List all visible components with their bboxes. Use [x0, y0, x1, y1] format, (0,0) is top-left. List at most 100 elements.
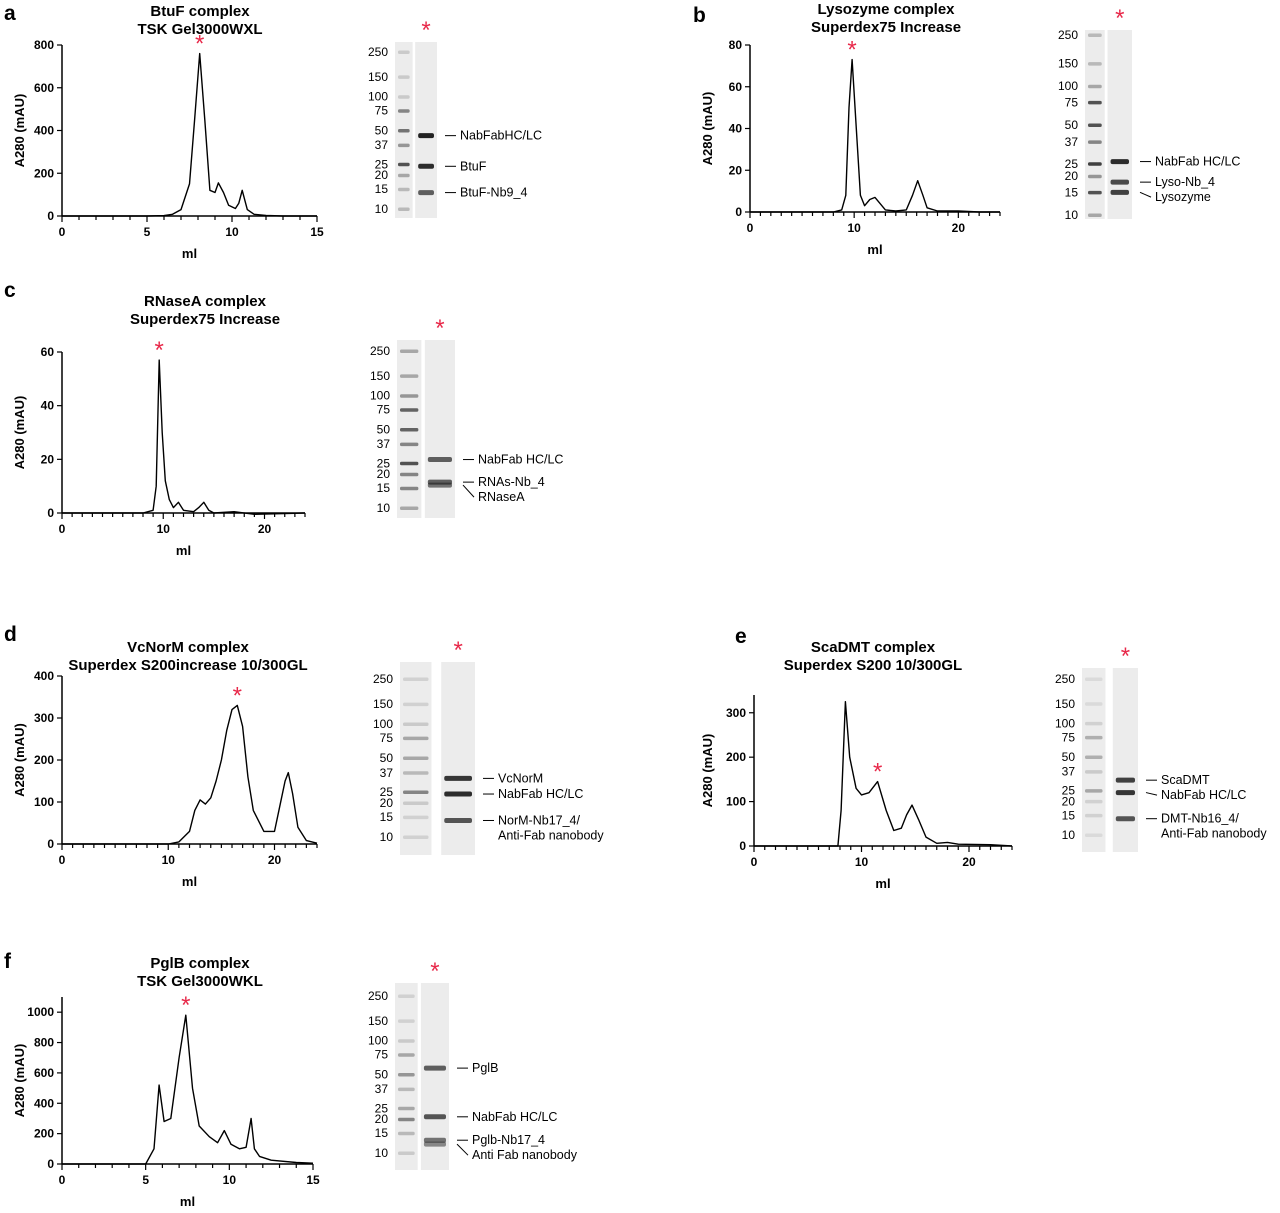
x-tick-label: 20	[268, 853, 282, 867]
y-tick-label: 20	[729, 163, 743, 177]
band-label-line	[1145, 792, 1158, 796]
y-tick-label: 300	[726, 706, 746, 720]
ladder-band	[398, 75, 410, 79]
x-tick-label: 0	[751, 855, 758, 869]
y-tick-label: 60	[729, 80, 743, 94]
ladder-band	[1088, 62, 1102, 66]
panel-letter: d	[4, 623, 17, 646]
ladder-band	[398, 162, 410, 167]
y-tick-label: 0	[47, 506, 54, 520]
band-label-line	[1139, 191, 1152, 198]
y-tick-label: 80	[729, 38, 743, 52]
sample-band	[1115, 816, 1135, 822]
chart-title: Superdex S200 10/300GL	[784, 657, 962, 674]
sample-band	[1110, 159, 1129, 165]
panel-letter: a	[4, 2, 16, 25]
ladder-band	[403, 702, 429, 707]
marker-label: 50	[1062, 750, 1076, 764]
panel-letter: b	[693, 4, 706, 27]
gel-sample-lane	[441, 662, 475, 855]
marker-label: 37	[380, 766, 394, 780]
ladder-band	[398, 207, 410, 211]
gel-ladder-lane	[395, 983, 418, 1170]
ladder-band	[400, 374, 419, 378]
marker-label: 20	[375, 1112, 389, 1126]
ladder-band	[398, 109, 410, 113]
ladder-band	[1085, 755, 1103, 759]
ladder-band	[400, 506, 419, 510]
band-label: NabFab HC/LC	[498, 787, 583, 801]
band-label-line	[456, 1143, 469, 1156]
ladder-band	[1085, 770, 1103, 774]
panel-letter: c	[4, 279, 16, 302]
x-tick-label: 0	[747, 221, 754, 235]
y-axis-label: A280 (mAU)	[12, 1044, 27, 1118]
x-tick-label: 0	[59, 522, 66, 536]
x-tick-label: 15	[306, 1173, 320, 1187]
x-tick-label: 0	[59, 1173, 66, 1187]
marker-label: 15	[377, 481, 391, 495]
marker-label: 20	[380, 796, 394, 810]
band-label: DMT-Nb16_4/	[1161, 812, 1239, 826]
gel-ladder-lane	[400, 662, 432, 855]
y-tick-label: 100	[34, 795, 54, 809]
marker-label: 150	[370, 369, 390, 383]
peak-star-marker: *	[847, 37, 856, 64]
x-axis-label: ml	[182, 874, 197, 889]
band-label: BtuF-Nb9_4	[460, 186, 527, 200]
ladder-band	[398, 95, 410, 99]
sample-band	[427, 482, 452, 488]
marker-label: 10	[375, 1146, 389, 1160]
marker-label: 15	[1065, 185, 1079, 199]
band-label: Lysozyme	[1155, 190, 1211, 204]
x-axis-label: ml	[176, 543, 191, 558]
y-tick-label: 200	[34, 1127, 54, 1141]
x-axis-label: ml	[182, 246, 197, 261]
ladder-band	[398, 994, 415, 998]
marker-label: 75	[1062, 730, 1076, 744]
ladder-band	[1085, 721, 1103, 726]
ladder-band	[1085, 735, 1103, 740]
sample-band	[1110, 179, 1129, 185]
marker-label: 50	[1065, 118, 1079, 132]
sample-band	[423, 1137, 446, 1143]
band-label: Anti-Fab nanobody	[1161, 827, 1267, 841]
marker-label: 37	[377, 437, 391, 451]
marker-label: 75	[1065, 95, 1079, 109]
marker-label: 37	[375, 138, 389, 152]
gel-star-marker: *	[453, 637, 462, 664]
y-axis-label: A280 (mAU)	[700, 92, 715, 166]
band-label: ScaDMT	[1161, 773, 1210, 787]
ladder-band	[1088, 84, 1102, 89]
chart-title: TSK Gel3000WXL	[137, 21, 262, 38]
chart-title: Superdex75 Increase	[811, 19, 961, 36]
marker-label: 10	[1065, 208, 1079, 222]
marker-label: 100	[368, 1034, 388, 1048]
sample-band	[444, 791, 472, 797]
marker-label: 100	[1055, 716, 1075, 730]
ladder-band	[398, 1087, 415, 1092]
marker-label: 20	[375, 168, 389, 182]
x-tick-label: 15	[310, 225, 324, 239]
ladder-band	[403, 790, 429, 795]
marker-label: 25	[380, 785, 394, 799]
y-tick-label: 0	[47, 1157, 54, 1171]
ladder-band	[1088, 213, 1102, 217]
chromatogram-line	[754, 701, 1013, 847]
y-tick-label: 800	[34, 38, 54, 52]
gel-star-marker: *	[430, 958, 439, 985]
x-tick-label: 10	[225, 225, 239, 239]
sample-band	[1115, 790, 1135, 796]
marker-label: 250	[368, 989, 388, 1003]
chromatogram-line	[62, 52, 317, 217]
y-tick-label: 1000	[27, 1005, 54, 1019]
ladder-band	[1088, 123, 1102, 127]
y-tick-label: 600	[34, 1066, 54, 1080]
marker-label: 25	[1062, 784, 1076, 798]
peak-star-marker: *	[155, 337, 164, 364]
marker-label: 25	[375, 157, 389, 171]
ladder-band	[398, 1073, 415, 1077]
sample-band	[444, 817, 472, 823]
y-tick-label: 0	[735, 205, 742, 219]
